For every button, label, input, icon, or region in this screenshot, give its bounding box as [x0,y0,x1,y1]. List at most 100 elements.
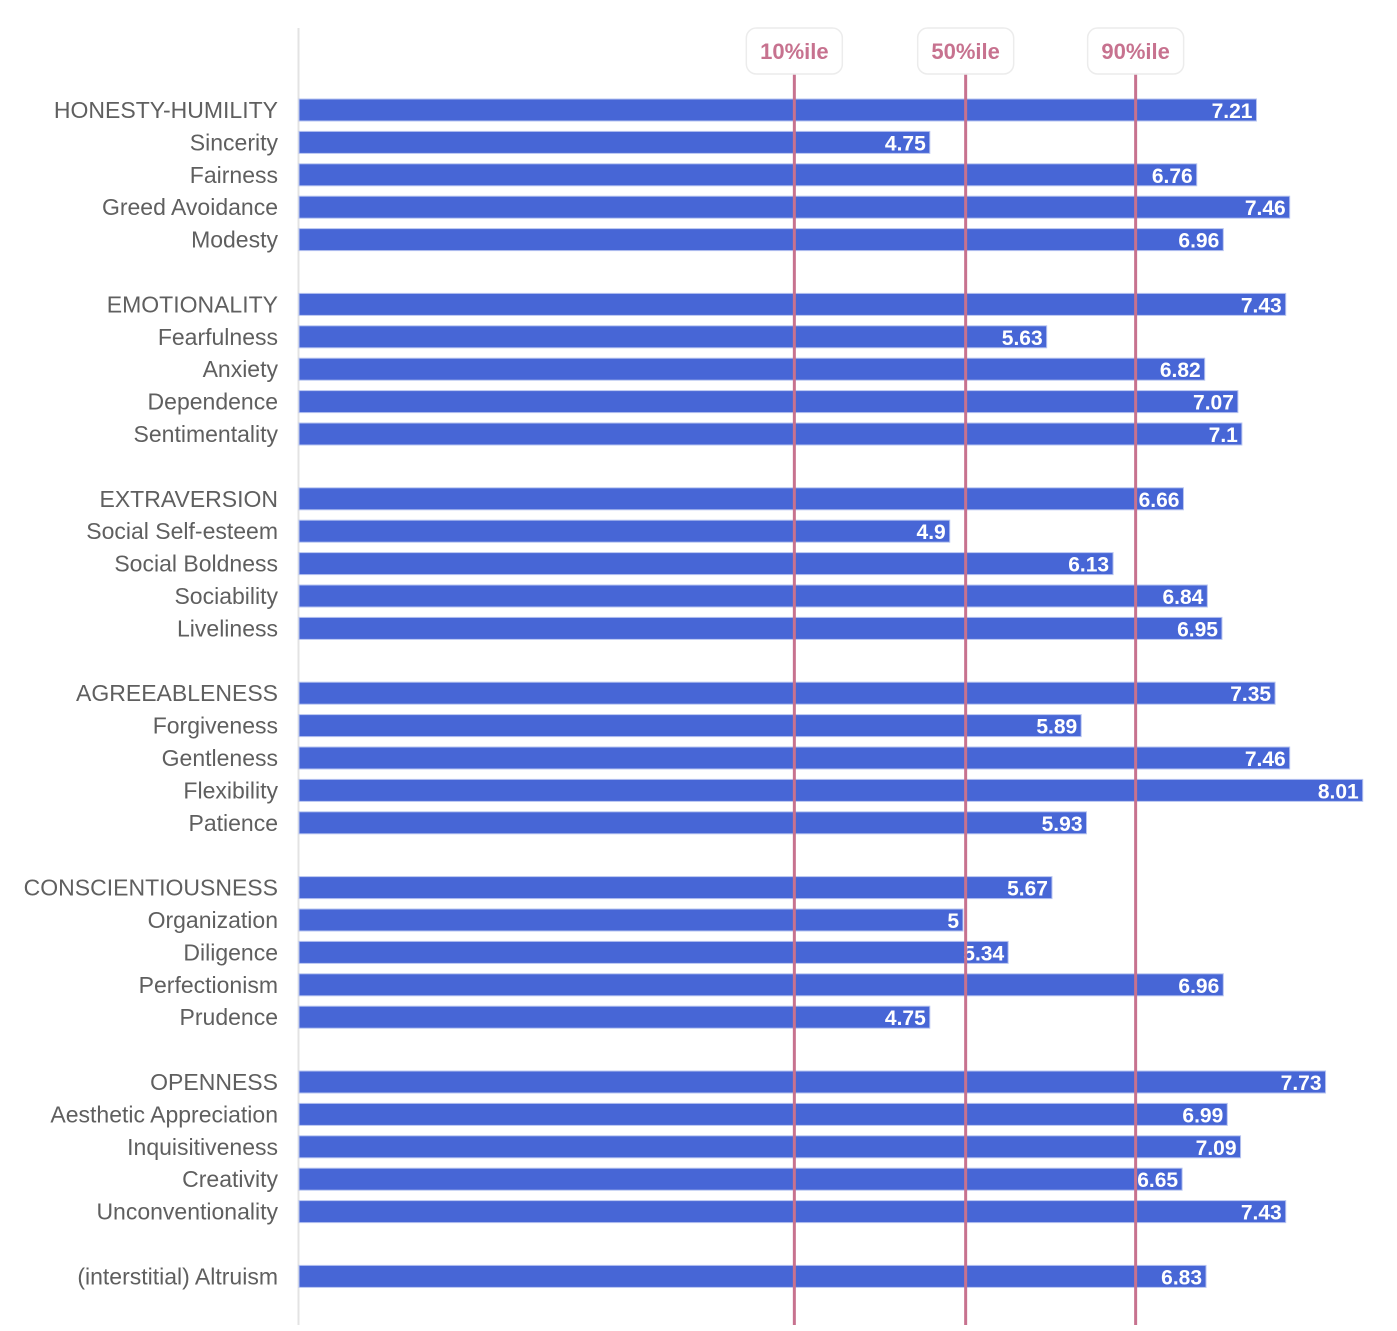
data-label: 7.1 [1209,424,1239,447]
category-label: OPENNESS [150,1069,278,1095]
category-label: Aesthetic Appreciation [50,1101,278,1127]
data-label: 5 [947,910,959,933]
bar [298,1135,1242,1159]
bars-layer: 7.21 4.75 6.76 7.46 6.96 7.43 5.63 6.82 7.07 7.1 6… [298,98,1364,1289]
data-label: 7.46 [1245,197,1286,220]
category-label: Greed Avoidance [102,194,278,220]
bar [298,422,1243,446]
category-label: Dependence [148,389,278,415]
bar [298,357,1206,381]
data-label: 7.21 [1212,100,1253,123]
category-label: Anxiety [203,356,279,382]
data-label: 6.65 [1137,1169,1178,1192]
category-label: EMOTIONALITY [107,291,278,317]
data-label: 8.01 [1318,780,1359,803]
data-label: 4.9 [917,521,946,544]
data-label: 5.67 [1007,878,1048,901]
data-label: 6.99 [1182,1104,1223,1127]
bar [298,681,1276,705]
category-label: AGREEABLENESS [76,680,278,706]
reference-lines-layer: 10%ile 50%ile 90%ile [745,27,1185,1325]
data-label: 5.34 [963,942,1004,965]
category-label: Creativity [182,1166,278,1192]
bar [298,973,1224,997]
bar [298,98,1257,122]
reference-label-box [1086,27,1185,75]
bar [298,325,1048,349]
category-label: Diligence [183,939,278,965]
category-label: Sentimentality [134,421,279,447]
reference-label: 90%ile [1101,39,1170,64]
category-label: Patience [188,810,278,836]
data-label: 7.07 [1193,392,1234,415]
bar [298,584,1208,608]
category-label: Organization [148,907,278,933]
data-label: 6.83 [1161,1266,1202,1289]
bar [298,876,1053,900]
data-label: 4.75 [885,1007,926,1030]
bar [298,908,964,932]
data-label: 6.66 [1139,489,1180,512]
category-label: CONSCIENTIOUSNESS [24,875,278,901]
bar [298,130,931,154]
data-label: 5.93 [1042,813,1083,836]
category-label: Inquisitiveness [127,1134,278,1160]
category-label: HONESTY-HUMILITY [54,97,278,123]
data-label: 7.73 [1281,1072,1322,1095]
category-label: Flexibility [183,777,278,803]
bar [298,519,951,543]
bar [298,228,1224,252]
bar [298,1200,1287,1224]
bar [298,714,1082,738]
bar [298,390,1239,414]
reference-label: 50%ile [931,39,1000,64]
data-label: 7.09 [1196,1137,1237,1160]
data-label: 7.43 [1241,1202,1282,1225]
data-label: 7.35 [1230,683,1271,706]
data-label: 5.89 [1036,716,1077,739]
data-label: 6.96 [1178,230,1219,253]
data-label: 6.82 [1160,359,1201,382]
bar [298,163,1198,187]
bar [298,778,1364,802]
data-label: 7.46 [1245,748,1286,771]
data-label: 7.43 [1241,294,1282,317]
data-label: 5.63 [1002,327,1043,350]
category-label: Perfectionism [139,972,278,998]
category-label: Gentleness [162,745,278,771]
bar [298,1005,931,1029]
bar [298,940,1009,964]
category-label: Sociability [174,583,278,609]
data-label: 6.76 [1152,165,1193,188]
bar [298,552,1114,576]
bar [298,292,1287,316]
category-label: Prudence [180,1004,278,1030]
category-label: Fairness [190,162,278,188]
data-label: 4.75 [885,132,926,155]
reference-label-box [916,27,1015,75]
category-labels-layer: HONESTY-HUMILITY Sincerity Fairness Greed A… [24,97,279,1289]
bar [298,616,1223,640]
bar [298,811,1088,835]
bar [298,1070,1327,1094]
category-label: Social Self-esteem [86,518,278,544]
bar [298,1264,1207,1288]
data-label: 6.84 [1162,586,1203,609]
category-label: Unconventionality [96,1199,278,1225]
category-label: Forgiveness [153,713,278,739]
category-label: Liveliness [177,615,278,641]
reference-label: 10%ile [760,39,829,64]
bar [298,1102,1228,1126]
category-label: Sincerity [190,129,279,155]
category-label: Fearfulness [158,324,278,350]
category-label: (interstitial) Altruism [77,1263,278,1289]
bar [298,487,1184,511]
data-label: 6.13 [1068,554,1109,577]
category-label: Modesty [191,227,278,253]
data-label: 6.95 [1177,618,1218,641]
category-label: EXTRAVERSION [100,486,279,512]
category-label: Social Boldness [114,551,278,577]
bar [298,1167,1183,1191]
reference-label-box [745,27,844,75]
